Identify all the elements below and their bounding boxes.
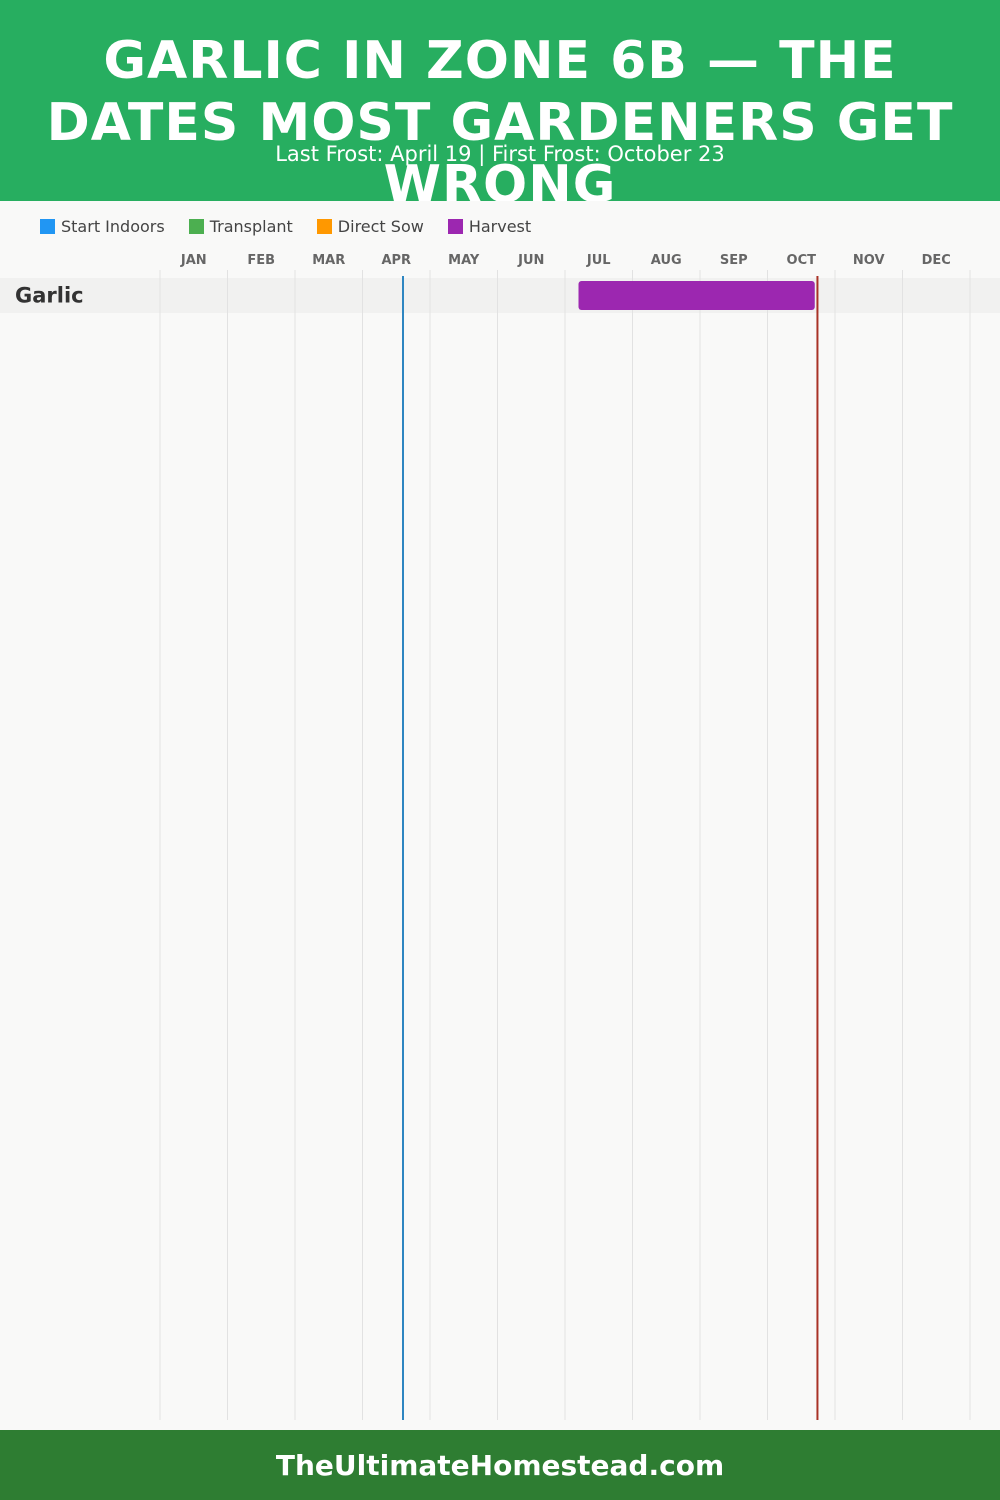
legend-item-direct-sow: Direct Sow <box>316 216 424 236</box>
chart-legend: Start Indoors Transplant Direct Sow Harv… <box>40 214 555 238</box>
legend-swatch-start-indoors <box>40 218 55 234</box>
crop-label-garlic: Garlic <box>15 284 84 308</box>
month-label-aug: AUG <box>651 253 682 268</box>
month-label-may: MAY <box>448 253 480 268</box>
crop-row-bg <box>0 278 1000 313</box>
month-label-feb: FEB <box>247 253 275 268</box>
frost-dates-subtitle: Last Frost: April 19 | First Frost: Octo… <box>275 142 725 166</box>
legend-label-harvest: Harvest <box>468 216 532 236</box>
legend-label-start-indoors: Start Indoors <box>61 216 165 236</box>
legend-swatch-harvest <box>447 218 463 234</box>
legend-item-transplant: Transplant <box>188 216 293 236</box>
month-label-apr: APR <box>381 253 411 268</box>
month-label-dec: DEC <box>922 253 951 268</box>
legend-swatch-transplant <box>188 218 204 234</box>
month-label-nov: NOV <box>853 253 885 268</box>
legend-swatch-direct-sow <box>316 218 332 234</box>
month-label-oct: OCT <box>787 253 817 268</box>
planting-calendar-chart: JAN FEB MAR APR MAY JUN JUL AUG SEP OCT NOV DEC Garl… <box>0 253 1000 1420</box>
month-label-jan: JAN <box>180 253 207 268</box>
month-label-mar: MAR <box>312 253 345 268</box>
header-banner: GARLIC IN ZONE 6B — THE DATES MOST GARDE… <box>0 0 1000 201</box>
legend-item-start-indoors: Start Indoors <box>40 217 165 236</box>
bar-harvest <box>578 281 815 310</box>
month-label-jun: JUN <box>517 253 544 268</box>
legend-label-direct-sow: Direct Sow <box>337 216 424 236</box>
footer-site-name: TheUltimateHomestead.com <box>275 1448 725 1482</box>
legend-item-harvest: Harvest <box>447 216 532 236</box>
footer-banner: TheUltimateHomestead.com <box>0 1430 1000 1500</box>
month-label-sep: SEP <box>720 253 748 268</box>
legend-label-transplant: Transplant <box>209 216 293 236</box>
page-title: GARLIC IN ZONE 6B — THE DATES MOST GARDE… <box>46 31 954 201</box>
month-label-jul: JUL <box>586 253 611 268</box>
